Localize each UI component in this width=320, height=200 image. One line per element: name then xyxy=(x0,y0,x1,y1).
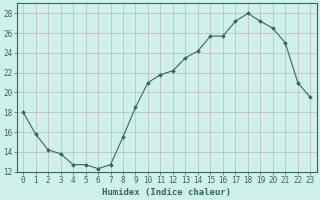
X-axis label: Humidex (Indice chaleur): Humidex (Indice chaleur) xyxy=(102,188,231,197)
